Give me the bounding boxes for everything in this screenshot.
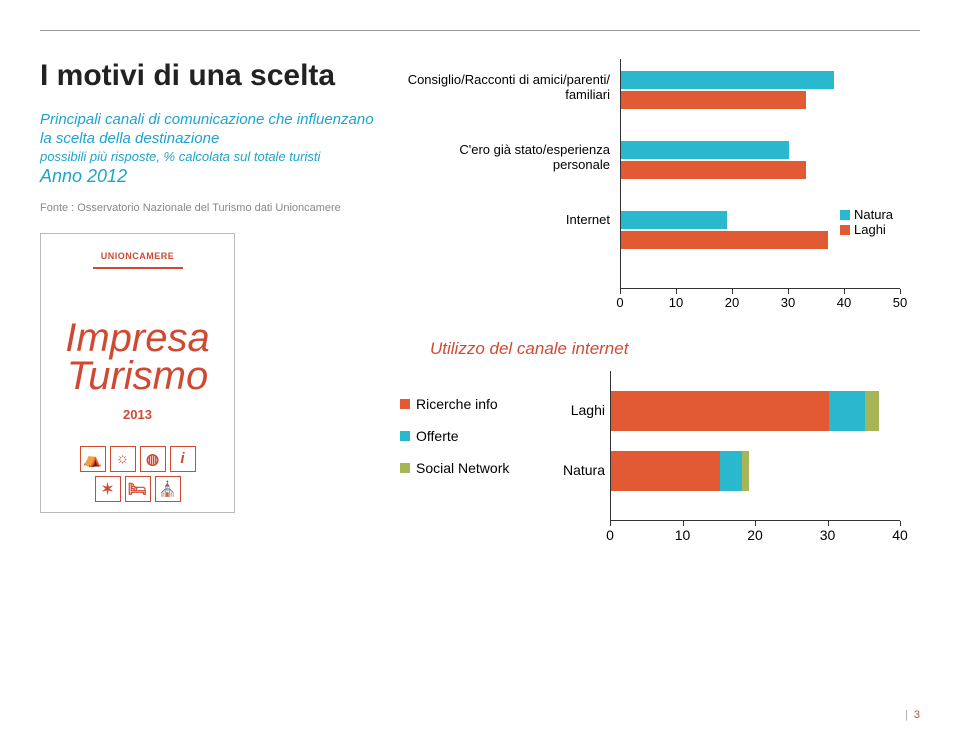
chart-channels-bar [621,91,806,109]
legend-label: Social Network [416,460,509,476]
right-column: NaturaLaghi Consiglio/Racconti di amici/… [400,59,920,551]
main-area: I motivi di una scelta Principali canali… [40,59,920,551]
legend-swatch [840,225,850,235]
chart-internet-tick [610,521,611,526]
chart-internet-tick-label: 0 [598,527,622,543]
chart-channels-tick-label: 20 [722,295,742,310]
page-title: I motivi di una scelta [40,59,380,93]
page-number-value: 3 [914,709,920,721]
subtitle-main: Principali canali di comunicazione che i… [40,111,380,149]
cutlery-icon: ✶ [95,476,121,502]
cover-brand-block: UNIONCAMERE [49,246,226,269]
chart-channels-bar [621,211,727,229]
chart-channels: NaturaLaghi Consiglio/Racconti di amici/… [400,59,900,319]
church-icon: ⛪ [155,476,181,502]
sun-icon: ☼ [110,446,136,472]
chart-channels-plot [620,59,900,289]
legend-row: Ricerche info [400,396,550,412]
chart-channels-tick-label: 40 [834,295,854,310]
left-column: I motivi di una scelta Principali canali… [40,59,380,551]
chart-internet-plot [610,371,900,521]
cover-title-line2: Turismo [49,357,226,395]
page-number: |3 [905,709,920,721]
chart-internet-tick-label: 10 [671,527,695,543]
tent-icon: ⛺ [80,446,106,472]
chart-channels-bar [621,231,828,249]
legend-row: Offerte [400,428,550,444]
chart-internet-category-label: Natura [550,462,605,478]
cover-brand: UNIONCAMERE [101,251,175,261]
cover-brand-underline [93,267,183,269]
chart-internet-segment [611,391,829,431]
chart-internet-segment [829,391,865,431]
source-text: Fonte : Osservatorio Nazionale del Turis… [40,201,380,215]
chart-internet-segment [720,451,742,491]
chart-internet-category-label: Laghi [550,402,605,418]
chart-internet-legend: Ricerche info Offerte Social Network [400,371,550,551]
top-rule [40,30,920,31]
cover-title-line1: Impresa [49,319,226,357]
chart-channels-tick [676,289,677,294]
chart-channels-tick-label: 10 [666,295,686,310]
cover-icon-grid: ⛺ ☼ ◍ i ✶ 🛏 ⛪ [73,446,203,502]
legend-row: Laghi [840,222,893,237]
chart-internet-tick-label: 20 [743,527,767,543]
legend-label: Natura [854,207,893,222]
chart-channels-tick [788,289,789,294]
legend-label: Laghi [854,222,886,237]
legend-swatch [400,463,410,473]
chart-channels-tick [844,289,845,294]
chart-channels-bar [621,161,806,179]
section-title-internet: Utilizzo del canale internet [430,339,920,359]
chart-channels-tick [620,289,621,294]
chart-channels-category-label: C'ero già stato/esperienza personale [400,143,610,173]
chart-channels-tick-label: 50 [890,295,910,310]
chart-channels-legend: NaturaLaghi [840,207,893,237]
chart-internet-segment [742,451,749,491]
legend-row: Natura [840,207,893,222]
subtitle-year: Anno 2012 [40,166,380,187]
info-icon: i [170,446,196,472]
chart-channels-tick [732,289,733,294]
legend-swatch [400,431,410,441]
chart-channels-tick-label: 30 [778,295,798,310]
bed-icon: 🛏 [125,476,151,502]
legend-swatch [400,399,410,409]
chart-internet-segment [611,451,720,491]
chart-internet-segment [865,391,880,431]
chart-channels-tick-label: 0 [610,295,630,310]
cover-year: 2013 [49,407,226,422]
chart-channels-category-label: Internet [400,213,610,228]
legend-label: Ricerche info [416,396,498,412]
legend-swatch [840,210,850,220]
chart-internet-tick [900,521,901,526]
chart-channels-bar [621,71,834,89]
subtitle-note: possibili più risposte, % calcolata sul … [40,149,380,164]
report-cover: UNIONCAMERE Impresa Turismo 2013 ⛺ ☼ ◍ i… [40,233,235,513]
legend-row: Social Network [400,460,550,476]
chart-internet-tick-label: 30 [816,527,840,543]
chart-internet-tick [683,521,684,526]
chart-channels-bar [621,141,789,159]
chart-internet-tick [755,521,756,526]
chart-internet-tick-label: 40 [888,527,912,543]
chart-internet: LaghiNatura010203040 [550,371,900,551]
chart-channels-tick [900,289,901,294]
globe-icon: ◍ [140,446,166,472]
cover-title: Impresa Turismo [49,319,226,395]
chart-channels-category-label: Consiglio/Racconti di amici/parenti/ fam… [400,73,610,103]
chart-internet-tick [828,521,829,526]
chart-internet-wrap: Ricerche info Offerte Social Network Laghi… [400,371,920,551]
legend-label: Offerte [416,428,459,444]
